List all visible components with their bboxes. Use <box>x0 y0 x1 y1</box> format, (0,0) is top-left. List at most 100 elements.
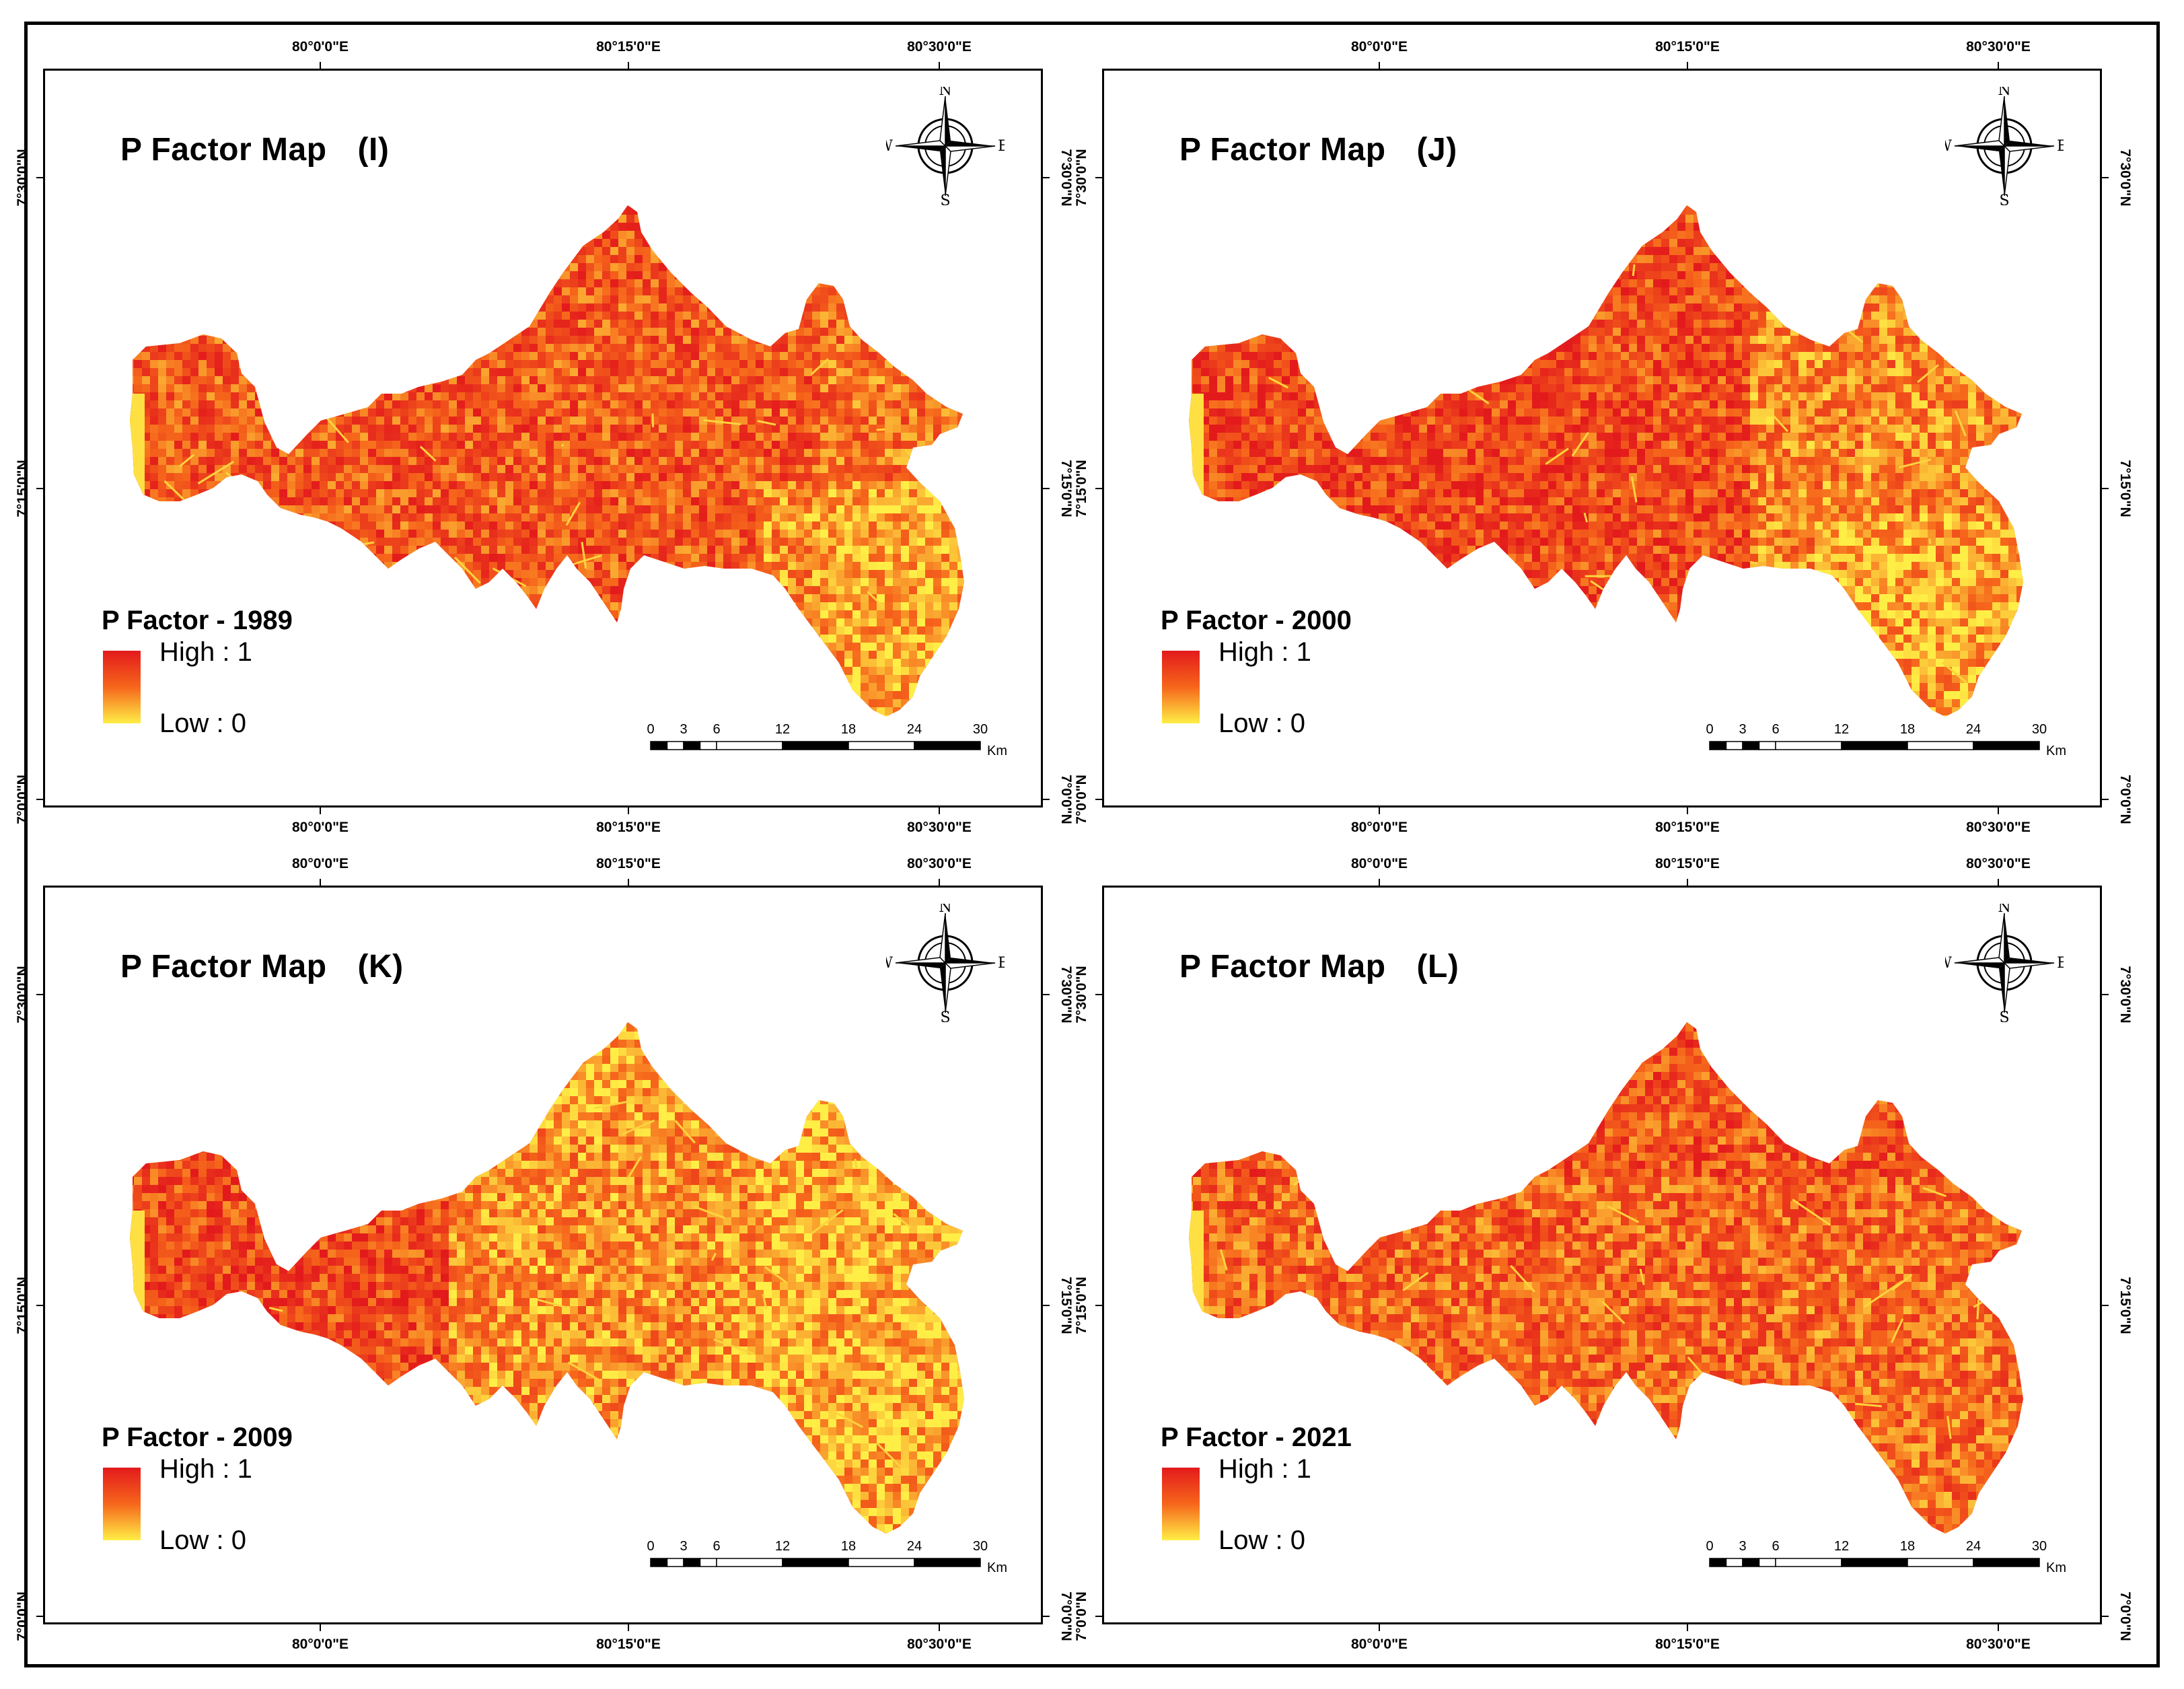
tick-mark <box>628 1624 629 1631</box>
map-panel-letter: (I) <box>358 132 390 168</box>
tick-mark <box>36 488 43 489</box>
compass-rose-icon: N S E W <box>1945 87 2064 205</box>
compass-east-label: E <box>998 955 1005 972</box>
latitude-label: 7°15'0"N <box>15 460 31 517</box>
map-panel-letter: (K) <box>358 949 404 984</box>
latitude-label: 7°30'0"N <box>15 149 31 206</box>
tick-mark <box>320 62 321 69</box>
longitude-label: 80°15'0"E <box>1655 856 1720 872</box>
map-panel-4: P Factor Map (L) P Factor - 2021 High : 1… <box>1059 844 2162 1685</box>
legend-title: P Factor - 1989 <box>102 606 293 636</box>
tick-mark <box>1095 799 1102 800</box>
tick-mark <box>628 62 629 69</box>
longitude-label: 80°30'0"E <box>907 856 972 872</box>
tick-mark <box>36 799 43 800</box>
tick-mark <box>320 807 321 814</box>
map-title: P Factor Map (K) <box>120 948 404 985</box>
latitude-label: 7°0'0"N <box>1074 1591 1090 1641</box>
map-title-text: P Factor Map <box>120 949 327 984</box>
tick-mark <box>2102 799 2109 800</box>
tick-mark <box>1687 879 1688 886</box>
legend-high-label: High : 1 <box>159 1454 252 1484</box>
tick-mark <box>1095 177 1102 178</box>
tick-mark <box>628 807 629 814</box>
tick-mark <box>1379 879 1380 886</box>
scale-tick-label: 3 <box>680 722 687 737</box>
map-panel-letter: (L) <box>1417 949 1459 984</box>
tick-mark <box>36 1616 43 1617</box>
compass-north-label: N <box>939 87 951 99</box>
map-title: P Factor Map (J) <box>1179 131 1457 168</box>
tick-mark <box>1379 1624 1380 1631</box>
scale-tick-label: 12 <box>775 722 790 737</box>
map-panel-1: P Factor Map (I) P Factor - 1989 High : 1… <box>0 27 1103 868</box>
legend-title: P Factor - 2000 <box>1161 606 1352 636</box>
latitude-label: 7°30'0"N <box>2117 149 2133 206</box>
legend-color-ramp <box>103 651 141 723</box>
tick-mark <box>1095 488 1102 489</box>
tick-mark <box>1998 879 1999 886</box>
map-panel-letter: (J) <box>1417 132 1457 168</box>
scale-tick-label: 30 <box>2032 1539 2047 1554</box>
longitude-label: 80°30'0"E <box>1966 1637 2031 1653</box>
latitude-label: 7°0'0"N <box>2117 1591 2133 1641</box>
legend-color-ramp <box>1162 651 1200 723</box>
longitude-label: 80°30'0"E <box>1966 39 2031 55</box>
map-title: P Factor Map (L) <box>1179 948 1459 985</box>
legend-low-label: Low : 0 <box>159 709 246 739</box>
longitude-label: 80°15'0"E <box>596 39 661 55</box>
tick-mark <box>1687 807 1688 814</box>
p-factor-raster <box>1189 1022 2023 1534</box>
scale-tick-label: 18 <box>841 1539 856 1554</box>
longitude-label: 80°0'0"E <box>1351 820 1408 836</box>
latitude-label: 7°0'0"N <box>2117 775 2133 824</box>
legend-low-label: Low : 0 <box>159 1525 246 1556</box>
latitude-label: 7°15'0"N <box>1074 1277 1090 1334</box>
scale-unit-label: Km <box>2046 1560 2066 1575</box>
tick-mark <box>1998 807 1999 814</box>
scale-tick-label: 24 <box>907 1539 922 1554</box>
tick-mark <box>1687 1624 1688 1631</box>
tick-mark <box>2102 994 2109 995</box>
study-area-map <box>1189 1022 2023 1534</box>
legend-high-label: High : 1 <box>1218 637 1311 668</box>
tick-mark <box>1687 62 1688 69</box>
scale-tick-label: 0 <box>1706 722 1713 737</box>
legend-low-label: Low : 0 <box>1218 709 1305 739</box>
longitude-label: 80°0'0"E <box>292 1637 349 1653</box>
scale-tick-label: 6 <box>713 722 720 737</box>
p-factor-raster <box>130 1022 964 1534</box>
scale-tick-label: 30 <box>973 1539 988 1554</box>
compass-south-label: S <box>1999 192 2009 205</box>
p-factor-raster <box>1189 205 2023 717</box>
legend-color-ramp <box>103 1468 141 1540</box>
longitude-label: 80°0'0"E <box>292 856 349 872</box>
tick-mark <box>1998 62 1999 69</box>
p-factor-raster <box>130 205 964 717</box>
tick-mark <box>1095 994 1102 995</box>
compass-west-label: W <box>1945 955 1952 972</box>
scale-tick-label: 24 <box>907 722 922 737</box>
scale-tick-label: 6 <box>1772 1539 1779 1554</box>
tick-mark <box>1043 1305 1050 1306</box>
compass-south-label: S <box>940 1009 950 1022</box>
latitude-label: 7°0'0"N <box>15 775 31 824</box>
scale-tick-label: 18 <box>1900 722 1915 737</box>
scale-tick-label: 0 <box>647 722 654 737</box>
longitude-label: 80°0'0"E <box>1351 856 1408 872</box>
compass-east-label: E <box>2057 955 2064 972</box>
longitude-label: 80°30'0"E <box>1966 820 2031 836</box>
scale-tick-label: 6 <box>1772 722 1779 737</box>
latitude-label: 7°30'0"N <box>1074 149 1090 206</box>
longitude-label: 80°15'0"E <box>596 820 661 836</box>
tick-mark <box>1379 62 1380 69</box>
scale-tick-label: 3 <box>680 1539 687 1554</box>
latitude-label: 7°15'0"N <box>1074 460 1090 517</box>
tick-mark <box>1043 1616 1050 1617</box>
longitude-label: 80°15'0"E <box>1655 820 1720 836</box>
map-title-text: P Factor Map <box>1179 132 1386 168</box>
tick-mark <box>1043 177 1050 178</box>
compass-rose-icon: N S E W <box>886 87 1005 205</box>
tick-mark <box>2102 1305 2109 1306</box>
scale-tick-label: 0 <box>647 1539 654 1554</box>
